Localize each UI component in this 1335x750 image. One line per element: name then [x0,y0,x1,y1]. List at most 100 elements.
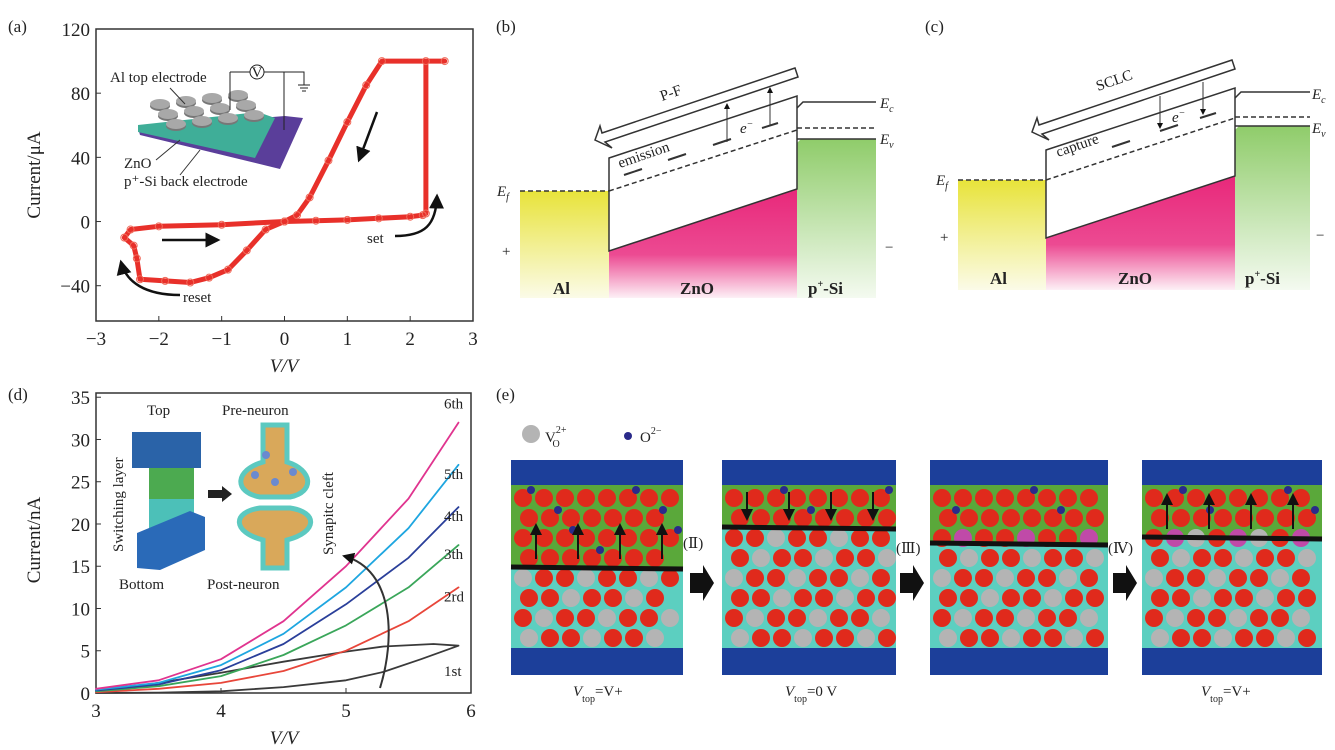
oxygen-atom [767,569,785,587]
oxygen-atom [767,489,785,507]
vacancy-atom [788,569,806,587]
vesicle [262,451,270,459]
oxygen-atom [1065,549,1083,567]
oxygen-atom [830,489,848,507]
oxygen-atom [1002,589,1020,607]
oxygen-atom [541,589,559,607]
oxygen-atom [851,609,869,627]
oxygen-atom [562,549,580,567]
oxygen-atom [1292,489,1310,507]
data-point [293,211,302,220]
trap-states [1111,112,1217,148]
vacancy-atom [1292,609,1310,627]
oxygen-atom [939,589,957,607]
oxygen-atom [1023,589,1041,607]
oxygen-atom [975,569,993,587]
oxygen-atom [1080,489,1098,507]
data-point [377,57,386,66]
zno-gap [1045,86,1236,240]
oxygen-atom [767,609,785,627]
vacancy-atom [520,629,538,647]
y-tick-label: 80 [71,84,90,105]
ground-wire [264,71,305,85]
top-electrode [722,460,896,485]
filament-boundary [510,564,684,572]
ef-label: Ef [496,184,510,203]
vacancy-legend-icon [522,425,540,443]
oxygen-atom [1038,609,1056,627]
oxygen-atom [1292,569,1310,587]
vacancy-atom [1080,609,1098,627]
inset-label-zno: ZnO [124,156,152,172]
series-line-i-v-sweep [121,58,448,285]
vacancy-atom [1271,569,1289,587]
filament-boundary [929,540,1109,548]
zno-gap [608,94,798,253]
data-point [374,214,383,223]
oxygen-atom [640,529,658,547]
oxygen-atom [1298,629,1316,647]
data-point [186,278,195,287]
vacancy-atom [1017,609,1035,627]
panel-c: (c) SCLC capture e− Ef Ec Ev + − Al ZnO … [925,17,1326,290]
oxygen-ion [1030,486,1038,494]
vacancy-atom [598,609,616,627]
vacancy-atom [981,589,999,607]
inset-label-switching-layer: Switching layer [111,457,127,552]
lattice-panel-3 [929,460,1109,675]
oxygen-atom [752,509,770,527]
oxygen-atom [1187,489,1205,507]
oxygen-atom [514,609,532,627]
vacancy-atom [1044,589,1062,607]
oxygen-atom [541,509,559,527]
panel-e: (e) V2+ O O2− (Ⅱ) (Ⅲ) (Ⅳ) Vtop=V+ Vtop=0 … [496,385,1323,705]
oxygen-atom [1214,549,1232,567]
oxygen-atom [1172,509,1190,527]
al-pad [176,96,196,106]
ec-line [796,101,876,109]
oxygen-atom [1271,609,1289,627]
y-tick-label: 40 [71,148,90,169]
x-axis-label: V/V [270,728,301,749]
al-pad [236,100,256,110]
oxygen-ion [952,506,960,514]
cycle-arrow [342,552,390,689]
step-label-2: (Ⅱ) [683,536,703,552]
oxygen-atom [1086,629,1104,647]
oxygen-atom [598,489,616,507]
filament-boundary [1141,534,1323,542]
oxygen-atom [1256,629,1274,647]
al-pad [202,93,222,103]
series-label: 4th [444,509,464,525]
vacancy-atom [1002,629,1020,647]
vacancy-atom [562,589,580,607]
vacancy-atom [933,569,951,587]
electron-label: e− [740,119,753,137]
vesicle [251,471,259,479]
y-tick-label: 0 [81,684,91,705]
al-pad [218,113,238,123]
ec-line [1234,91,1310,99]
al-pad [210,103,230,113]
oxygen-atom [556,489,574,507]
data-point [135,275,144,284]
data-point [120,233,129,242]
switching-layer-top [149,468,194,499]
oxygen-atom [1214,509,1232,527]
oxygen-ion [807,506,815,514]
y-tick-label: 30 [71,430,90,451]
oxygen-atom [1208,489,1226,507]
series-line-2rd [95,586,460,694]
leader-line [179,149,201,176]
oxygen-atom [1193,549,1211,567]
annotation-set: set [367,231,384,247]
data-point [129,241,138,250]
panel-label-a: (a) [8,17,27,36]
oxygen-atom [1256,509,1274,527]
data-point [440,57,449,66]
panel-a: (a) −3 −2 −1 0 1 2 3 −40 0 40 80 120 Current/μA V/V… [8,17,478,377]
series-label: 6th [444,397,464,413]
x-tick-label: −2 [149,329,169,350]
vacancy-atom [767,529,785,547]
vacancy-atom [830,529,848,547]
